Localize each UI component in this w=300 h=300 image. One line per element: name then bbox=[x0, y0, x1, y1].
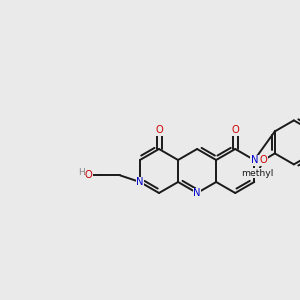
Text: O: O bbox=[155, 125, 163, 135]
Text: O: O bbox=[231, 125, 239, 135]
Text: N: N bbox=[194, 188, 201, 198]
Text: O: O bbox=[84, 170, 92, 180]
Text: N: N bbox=[250, 155, 258, 165]
Text: O: O bbox=[260, 155, 268, 165]
Text: methyl: methyl bbox=[241, 169, 273, 178]
Text: N: N bbox=[136, 177, 144, 187]
Text: H: H bbox=[78, 168, 85, 177]
